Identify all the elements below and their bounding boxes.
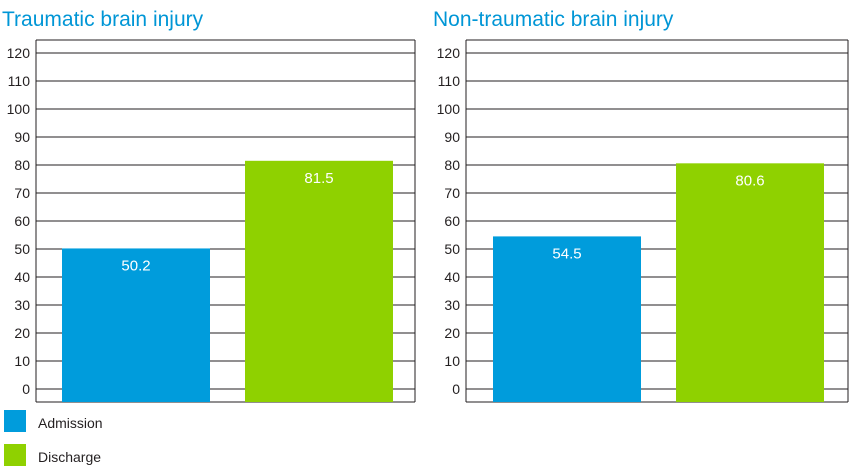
y-tick-label: 60 [444,213,460,229]
y-tick-label: 90 [444,129,460,145]
legend-label-admission: Admission [38,415,103,431]
chart-title: Non-traumatic brain injury [433,8,674,31]
bar-value-label: 80.6 [735,172,764,189]
y-tick-label: 80 [14,157,30,173]
bar-value-label: 81.5 [304,170,333,187]
bar-discharge [245,160,393,402]
y-tick-label: 120 [437,45,461,61]
y-tick-label: 60 [14,213,30,229]
y-tick-label: 20 [14,325,30,341]
chart-panel-1: Traumatic brain injury 0 10 20 30 40 50 60 70 80 9… [2,8,416,403]
y-tick-label: 70 [14,185,30,201]
chart-title: Traumatic brain injury [2,8,204,31]
y-tick-label: 120 [7,45,31,61]
bar-value-label: 50.2 [121,257,150,274]
y-tick-label: 10 [14,353,30,369]
y-tick-label: 40 [14,269,30,285]
legend-swatch-admission [4,410,26,432]
y-tick-label: 20 [444,325,460,341]
legend-swatch-discharge [4,444,26,466]
chart-panel-2: Non-traumatic brain injury 0 10 20 30 40 50 60 7… [433,8,849,403]
y-tick-label: 80 [444,157,460,173]
y-tick-label: 0 [22,381,30,397]
y-tick-label: 100 [437,101,461,117]
legend: Admission Discharge [4,410,103,466]
y-tick-label: 110 [8,73,31,89]
y-tick-label: 50 [14,241,30,257]
y-tick-label: 0 [452,381,460,397]
y-tick-label: 30 [14,297,30,313]
y-tick-label: 30 [444,297,460,313]
y-tick-label: 10 [444,353,460,369]
bar-admission [493,236,641,402]
y-tick-label: 110 [438,73,461,89]
y-tick-label: 90 [14,129,30,145]
bar-value-label: 54.5 [552,245,581,262]
y-tick-label: 70 [444,185,460,201]
bar-admission [62,248,210,402]
y-tick-label: 100 [7,101,31,117]
y-tick-label: 50 [444,241,460,257]
legend-label-discharge: Discharge [38,449,101,465]
bar-discharge [676,163,824,402]
y-tick-label: 40 [444,269,460,285]
